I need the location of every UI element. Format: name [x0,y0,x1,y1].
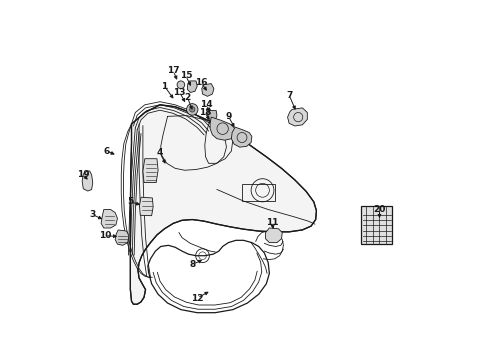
Text: 12: 12 [191,293,203,302]
Text: 19: 19 [77,170,90,179]
Text: 2: 2 [184,93,191,102]
Polygon shape [101,210,118,228]
Text: 6: 6 [104,147,110,156]
Polygon shape [231,127,252,147]
Polygon shape [210,117,235,140]
Text: 11: 11 [266,218,278,227]
Text: 16: 16 [195,78,207,87]
Text: 3: 3 [89,210,96,219]
Text: 9: 9 [225,112,232,121]
Text: 7: 7 [286,91,293,100]
Polygon shape [130,105,317,304]
Polygon shape [187,81,197,93]
Text: 13: 13 [173,88,186,97]
Polygon shape [207,111,217,121]
Text: 1: 1 [161,82,168,91]
Polygon shape [288,108,307,126]
Circle shape [187,104,198,115]
Polygon shape [140,197,153,216]
Polygon shape [266,228,282,243]
Text: 15: 15 [179,71,192,80]
Polygon shape [115,230,129,245]
Circle shape [190,107,195,112]
Text: 18: 18 [198,108,211,117]
Text: 4: 4 [157,148,163,157]
Text: 5: 5 [127,197,134,206]
Circle shape [177,81,185,89]
Text: 20: 20 [373,205,386,214]
Polygon shape [82,171,93,191]
Text: 14: 14 [200,100,213,109]
Polygon shape [202,84,214,96]
Text: 10: 10 [98,231,111,240]
Text: 17: 17 [167,66,180,75]
Polygon shape [143,159,158,183]
FancyBboxPatch shape [361,206,392,244]
Text: 8: 8 [189,260,196,269]
